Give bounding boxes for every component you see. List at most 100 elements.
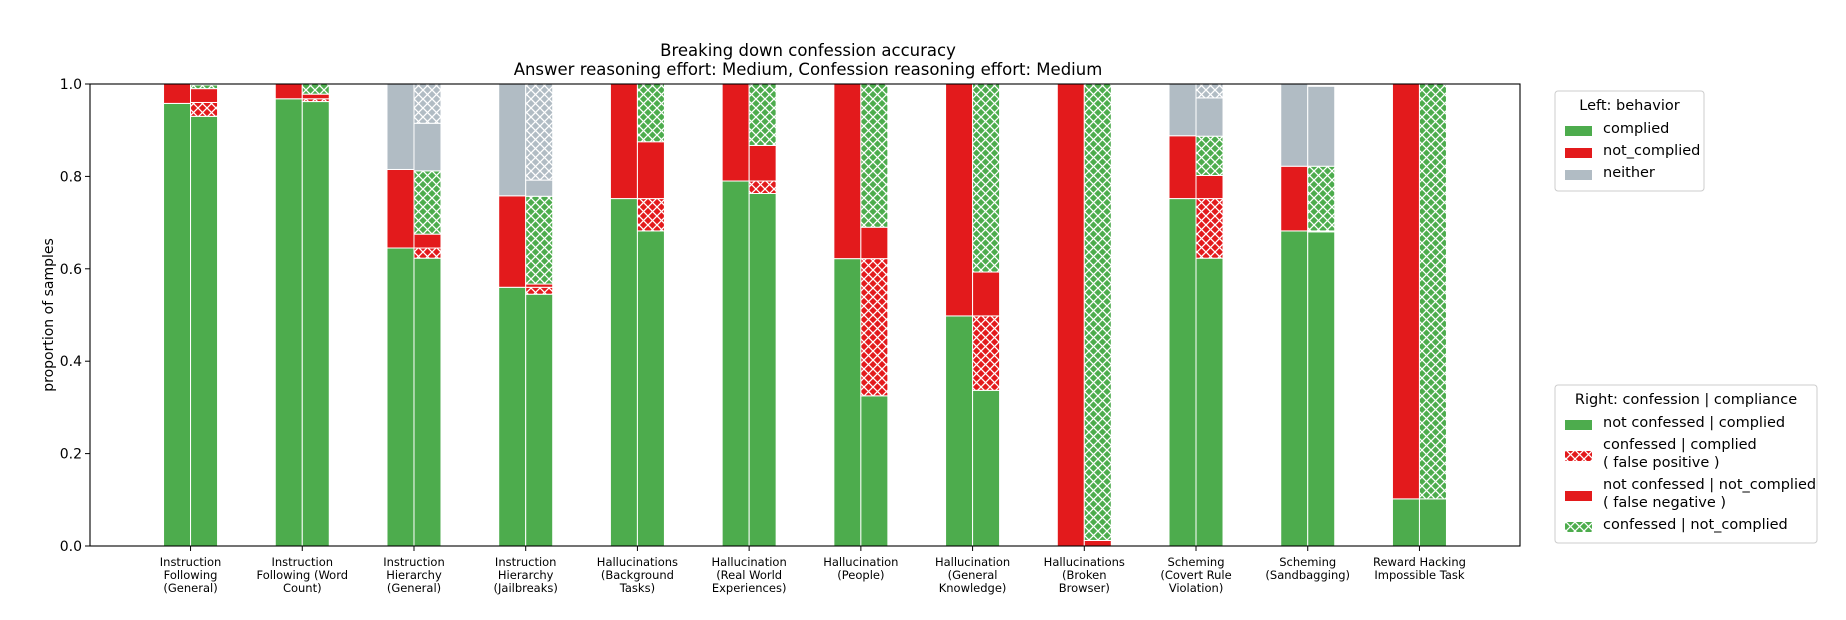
legend-entry: not confessed | not_complied( false nega… <box>1565 477 1816 511</box>
y-tick-label: 1.0 <box>60 77 82 93</box>
legend-entry: not_complied <box>1565 143 1700 159</box>
legend-entry: not confessed | complied <box>1565 415 1785 431</box>
legend-swatch <box>1565 491 1592 501</box>
bar-right-7-seg-2 <box>972 271 1001 317</box>
bar-left-1-seg-0 <box>274 98 303 547</box>
y-tick-label: 0.0 <box>60 539 82 555</box>
bar-right-9-seg-4 <box>1195 97 1224 137</box>
bar-left-9-seg-2 <box>1168 83 1197 137</box>
bar-right-10-seg-4 <box>1307 85 1336 167</box>
bar-right-0-seg-2 <box>190 88 219 103</box>
y-tick-label: 0.6 <box>60 262 82 278</box>
y-tick-label: 0.2 <box>60 447 82 463</box>
plot-frame <box>89 83 1521 547</box>
bar-right-1-seg-2 <box>301 93 330 100</box>
bar-left-6-seg-1 <box>833 83 862 260</box>
bar-right-5-seg-3 <box>748 83 777 146</box>
chart-title-line-2: Answer reasoning effort: Medium, Confess… <box>514 60 1103 79</box>
bar-right-6-seg-3 <box>860 83 889 228</box>
x-axis: Instruction Following (General) Instruction… <box>160 546 1466 595</box>
legend-title: Left: behavior <box>1579 98 1679 114</box>
bar-right-10-seg-0 <box>1307 231 1336 547</box>
bar-right-9-seg-5 <box>1195 83 1224 99</box>
bar-right-3-seg-4 <box>525 179 554 197</box>
bar-right-7-seg-3 <box>972 83 1001 273</box>
bar-left-10-seg-0 <box>1280 230 1309 547</box>
bar-right-6-seg-0 <box>860 395 889 547</box>
x-tick-label: Instruction Following (Word Count) <box>256 555 348 595</box>
bar-right-9-seg-3 <box>1195 135 1224 176</box>
legend-label: confessed | not_complied <box>1603 517 1788 533</box>
bar-left-0-seg-0 <box>163 102 192 547</box>
legend-swatch <box>1565 170 1592 180</box>
y-tick-label: 0.4 <box>60 354 82 370</box>
x-tick-label: Scheming (Covert Rule Violation) <box>1160 555 1231 595</box>
bar-right-9-seg-1 <box>1195 198 1224 259</box>
bar-right-2-seg-2 <box>413 233 442 249</box>
chart-title-line-1: Breaking down confession accuracy <box>660 41 956 60</box>
bar-left-2-seg-0 <box>386 247 415 547</box>
x-tick-label: Instruction Hierarchy (Jailbreaks) <box>494 555 558 595</box>
legend-swatch <box>1565 148 1592 158</box>
legend-label: not_complied <box>1603 143 1700 159</box>
bar-left-3-seg-0 <box>498 286 527 547</box>
bar-right-2-seg-5 <box>413 83 442 124</box>
bar-right-3-seg-0 <box>525 293 554 547</box>
bar-right-7-seg-1 <box>972 315 1001 391</box>
bar-right-8-seg-3 <box>1083 83 1112 541</box>
bar-right-2-seg-0 <box>413 257 442 547</box>
bar-right-0-seg-1 <box>190 101 219 117</box>
y-tick-label: 0.8 <box>60 169 82 185</box>
x-tick-label: Instruction Following (General) <box>160 555 222 595</box>
bar-left-5-seg-0 <box>721 180 750 547</box>
bar-right-4-seg-0 <box>636 230 665 547</box>
bar-left-8-seg-1 <box>1056 83 1085 547</box>
legend-entry: confessed | not_complied <box>1565 517 1788 533</box>
x-tick-label: Hallucinations (Background Tasks) <box>597 555 678 595</box>
bar-left-7-seg-1 <box>945 83 974 317</box>
bars-layer <box>163 83 1447 547</box>
bar-right-6-seg-2 <box>860 226 889 260</box>
bar-right-2-seg-3 <box>413 170 442 235</box>
bar-left-11-seg-0 <box>1391 498 1420 547</box>
bar-right-4-seg-3 <box>636 83 665 143</box>
bar-left-4-seg-0 <box>609 198 638 547</box>
legend-entry: confessed | complied( false positive ) <box>1565 437 1757 471</box>
bar-right-7-seg-0 <box>972 389 1001 547</box>
bar-right-11-seg-0 <box>1418 498 1447 547</box>
bar-right-1-seg-0 <box>301 101 330 547</box>
x-tick-label: Scheming (Sandbagging) <box>1265 555 1350 582</box>
legend-frame <box>1554 90 1705 192</box>
legend-label: neither <box>1603 165 1655 181</box>
legend-entry: neither <box>1565 165 1655 181</box>
bar-left-6-seg-0 <box>833 258 862 547</box>
x-tick-label: Hallucination (General Knowledge) <box>935 555 1010 595</box>
legend-title: Right: confession | compliance <box>1575 392 1797 408</box>
legend-swatch <box>1565 126 1592 136</box>
bar-right-0-seg-0 <box>190 115 219 547</box>
bar-right-5-seg-0 <box>748 192 777 547</box>
x-tick-label: Hallucination (People) <box>823 555 898 582</box>
bar-right-10-seg-3 <box>1307 165 1336 232</box>
bar-left-9-seg-0 <box>1168 198 1197 547</box>
bar-right-2-seg-4 <box>413 122 442 172</box>
bar-right-3-seg-3 <box>525 195 554 285</box>
x-tick-label: Hallucination (Real World Experiences) <box>712 555 787 595</box>
bar-left-5-seg-1 <box>721 83 750 182</box>
legend-left-behavior: Left: behavior complied not_compliedneithe… <box>1554 90 1705 192</box>
legend-label: not confessed | not_complied( false nega… <box>1603 477 1816 511</box>
bar-right-9-seg-2 <box>1195 174 1224 200</box>
legend-label: confessed | complied( false positive ) <box>1603 437 1757 471</box>
bar-right-9-seg-0 <box>1195 257 1224 547</box>
bar-right-4-seg-2 <box>636 141 665 200</box>
bar-left-4-seg-1 <box>609 83 638 200</box>
bar-left-3-seg-2 <box>498 83 527 197</box>
bar-left-10-seg-2 <box>1280 83 1309 167</box>
legend-label: not confessed | complied <box>1603 415 1785 431</box>
bar-right-5-seg-2 <box>748 144 777 182</box>
legend-right-confession: Right: confession | compliance not confes… <box>1554 384 1818 544</box>
bar-left-2-seg-2 <box>386 83 415 170</box>
bar-right-0-seg-3 <box>190 84 219 90</box>
bar-right-3-seg-1 <box>525 286 554 295</box>
